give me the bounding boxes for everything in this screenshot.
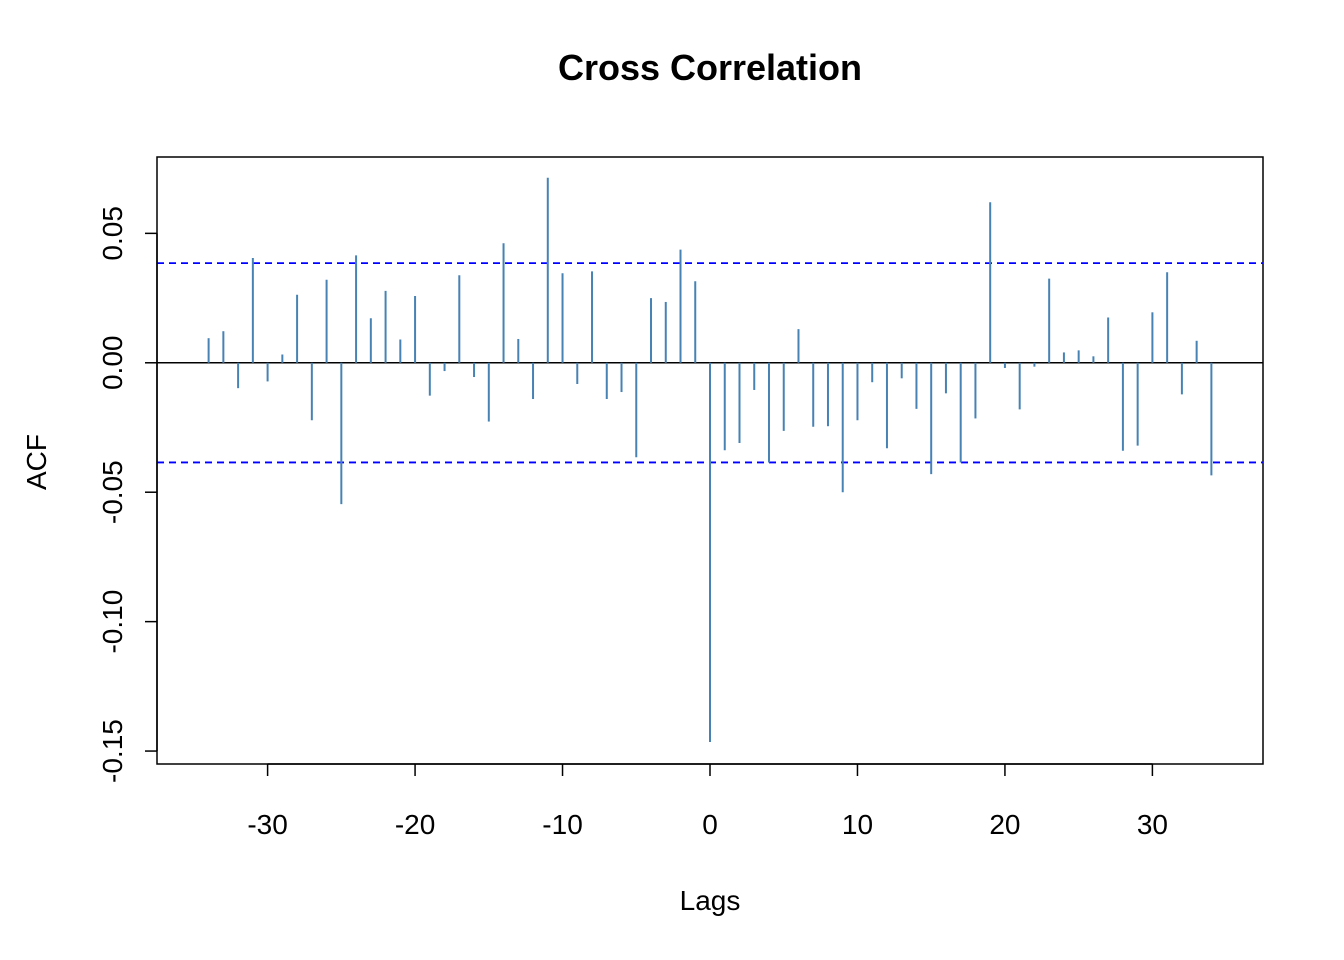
- y-tick-label: -0.10: [97, 590, 128, 654]
- x-tick-label: -20: [395, 809, 435, 840]
- chart-title: Cross Correlation: [558, 47, 862, 88]
- x-tick-label: 20: [989, 809, 1020, 840]
- y-tick-label: -0.05: [97, 460, 128, 524]
- y-tick-label: 0.00: [97, 336, 128, 391]
- x-tick-label: 0: [702, 809, 718, 840]
- x-tick-label: 10: [842, 809, 873, 840]
- x-axis-label: Lags: [680, 885, 741, 916]
- x-axis: -30 -20 -10 0 10 20 30: [247, 763, 1168, 840]
- y-axis: -0.15 -0.10 -0.05 0.00 0.05: [97, 206, 158, 783]
- y-tick-label: -0.15: [97, 719, 128, 783]
- x-tick-label: -30: [247, 809, 287, 840]
- x-tick-label: 30: [1137, 809, 1168, 840]
- y-tick-label: 0.05: [97, 206, 128, 261]
- y-axis-label: ACF: [21, 434, 52, 490]
- x-tick-label: -10: [542, 809, 582, 840]
- acf-bars: [207, 177, 1213, 742]
